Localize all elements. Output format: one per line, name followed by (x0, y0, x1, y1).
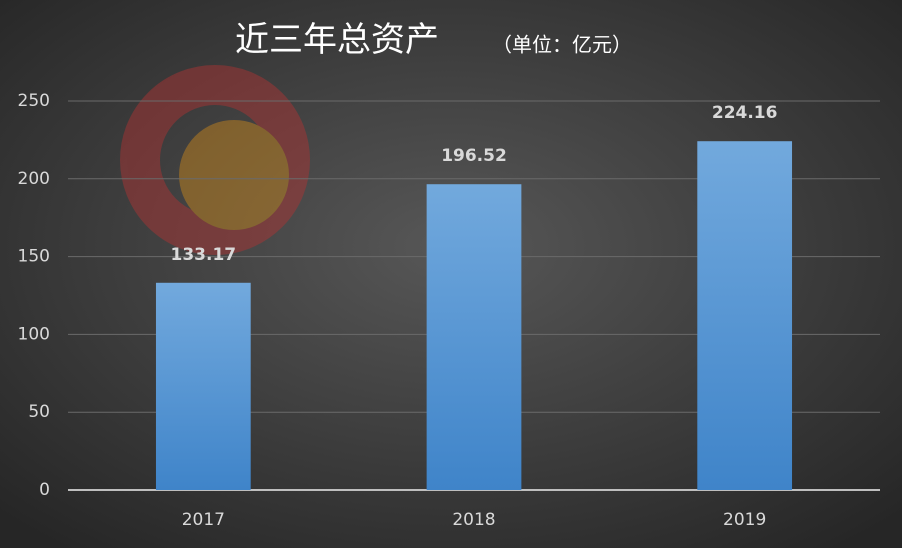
value-label: 133.17 (171, 245, 237, 265)
y-tick-label: 150 (18, 247, 50, 267)
bar (426, 184, 522, 490)
y-tick-label: 250 (18, 91, 50, 111)
y-tick-label: 0 (39, 480, 50, 500)
x-tick-label: 2017 (182, 510, 225, 530)
chart-title: 近三年总资产 (235, 20, 439, 60)
value-label: 224.16 (712, 103, 778, 123)
y-tick-label: 50 (28, 402, 50, 422)
y-tick-label: 100 (18, 324, 50, 344)
y-tick-label: 200 (18, 169, 50, 189)
x-tick-label: 2019 (723, 510, 766, 530)
chart-subtitle: （单位：亿元） (492, 33, 632, 57)
bar (697, 141, 793, 491)
x-tick-label: 2018 (452, 510, 495, 530)
watermark-ring (120, 65, 310, 255)
watermark (120, 65, 310, 255)
value-label: 196.52 (441, 146, 507, 166)
bar (155, 282, 251, 490)
watermark-dot (179, 120, 289, 230)
